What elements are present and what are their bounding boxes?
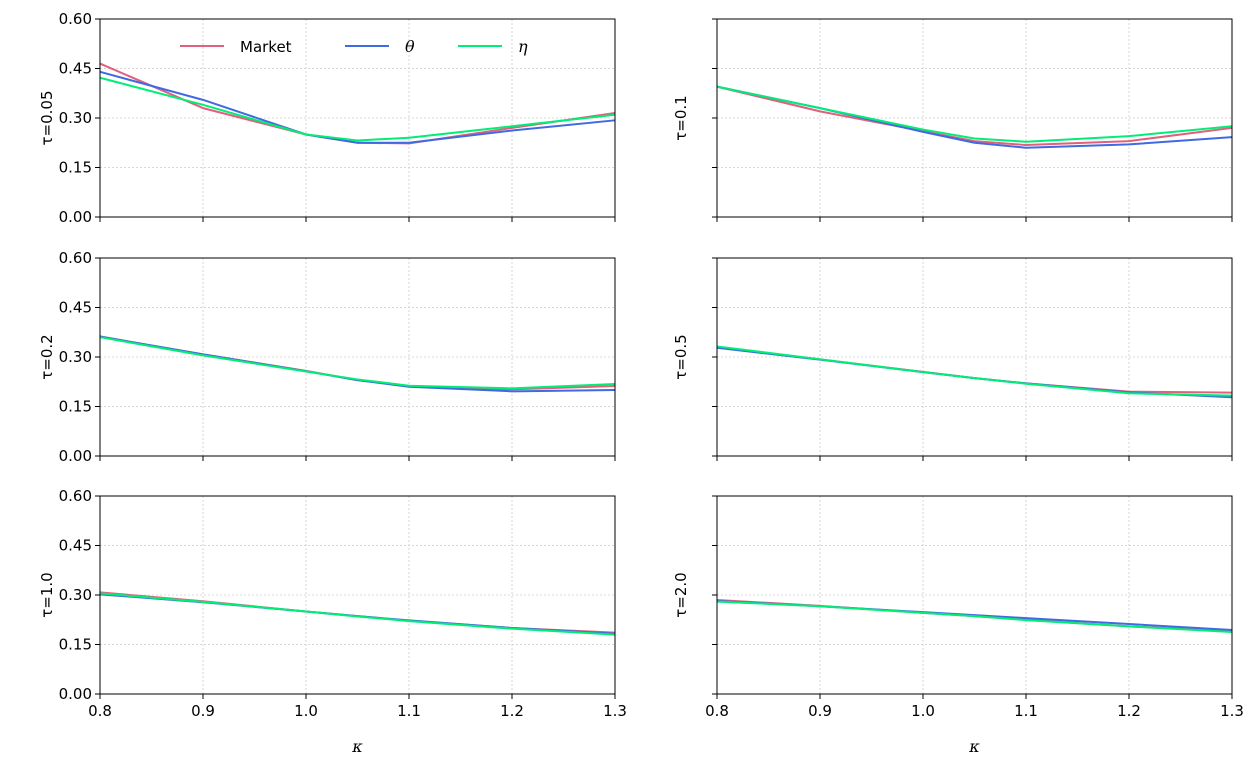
x-axis-label: κ: [351, 737, 363, 756]
series-line-eta: [716, 345, 1233, 397]
y-tick-label: 0.00: [59, 208, 92, 226]
series-line-market: [716, 346, 1233, 394]
x-tick-label: 0.8: [705, 702, 729, 720]
x-tick-label: 1.1: [1014, 702, 1038, 720]
panel-1: 0.00 0.15 0.30 0.45 0.60 τ=0.05: [38, 10, 616, 226]
series-line-theta: [99, 70, 616, 144]
x-tick-label: 1.3: [1220, 702, 1244, 720]
x-tick-label: 0.9: [191, 702, 215, 720]
y-tick-label: 0.15: [59, 636, 92, 654]
plot-frame: [716, 257, 1233, 457]
plot-frame: [99, 257, 616, 457]
legend: Market θ η: [180, 37, 528, 56]
series-line-market: [99, 62, 616, 145]
x-tick-label: 0.8: [88, 702, 112, 720]
panel-6: 0.8 0.9 1.0 1.1 1.2 1.3 τ=2.0 κ: [672, 495, 1244, 756]
panel-2: τ=0.1: [672, 18, 1233, 222]
panel-label: τ=2.0: [672, 572, 690, 617]
series-line-market: [99, 591, 616, 634]
y-tick-label: 0.45: [59, 537, 92, 555]
series-line-eta: [716, 600, 1233, 633]
plot-frame: [99, 18, 616, 218]
y-tick-label: 0.60: [59, 249, 92, 267]
series-line-theta: [99, 335, 616, 393]
y-tick-label: 0.45: [59, 60, 92, 78]
y-tick-label: 0.30: [59, 109, 92, 127]
legend-label: η: [518, 37, 528, 56]
x-axis-label: κ: [968, 737, 980, 756]
y-tick-label: 0.15: [59, 398, 92, 416]
series-line-eta: [99, 592, 616, 636]
y-tick-label: 0.45: [59, 299, 92, 317]
y-tick-label: 0.15: [59, 159, 92, 177]
x-tick-label: 1.0: [911, 702, 935, 720]
plot-frame: [99, 495, 616, 695]
y-tick-label: 0.30: [59, 348, 92, 366]
series-line-eta: [99, 76, 616, 142]
legend-label: θ: [405, 37, 415, 56]
x-tick-label: 1.1: [397, 702, 421, 720]
panel-4: τ=0.5: [672, 257, 1233, 461]
x-tick-label: 1.2: [1117, 702, 1141, 720]
series-line-market: [716, 85, 1233, 147]
y-tick-label: 0.60: [59, 487, 92, 505]
panel-label: τ=0.05: [38, 91, 56, 146]
x-tick-label: 1.3: [603, 702, 627, 720]
y-tick-label: 0.30: [59, 586, 92, 604]
y-tick-label: 0.00: [59, 685, 92, 703]
plot-frame: [716, 18, 1233, 218]
x-tick-label: 1.2: [500, 702, 524, 720]
panel-label: τ=1.0: [38, 572, 56, 617]
x-tick-label: 1.0: [294, 702, 318, 720]
panel-label: τ=0.5: [672, 334, 690, 379]
series-line-eta: [716, 85, 1233, 143]
panel-label: τ=0.1: [672, 95, 690, 140]
panel-5: 0.8 0.9 1.0 1.1 1.2 1.3 0.00 0.15 0.30 0.45 0.60 τ=…: [38, 487, 627, 756]
panel-label: τ=0.2: [38, 334, 56, 379]
y-tick-label: 0.60: [59, 10, 92, 28]
plot-frame: [716, 495, 1233, 695]
series-line-eta: [99, 336, 616, 390]
series-line-market: [99, 335, 616, 391]
x-tick-label: 0.9: [808, 702, 832, 720]
legend-label: Market: [240, 38, 292, 56]
y-tick-label: 0.00: [59, 447, 92, 465]
panel-3: 0.00 0.15 0.30 0.45 0.60 τ=0.2: [38, 249, 616, 465]
